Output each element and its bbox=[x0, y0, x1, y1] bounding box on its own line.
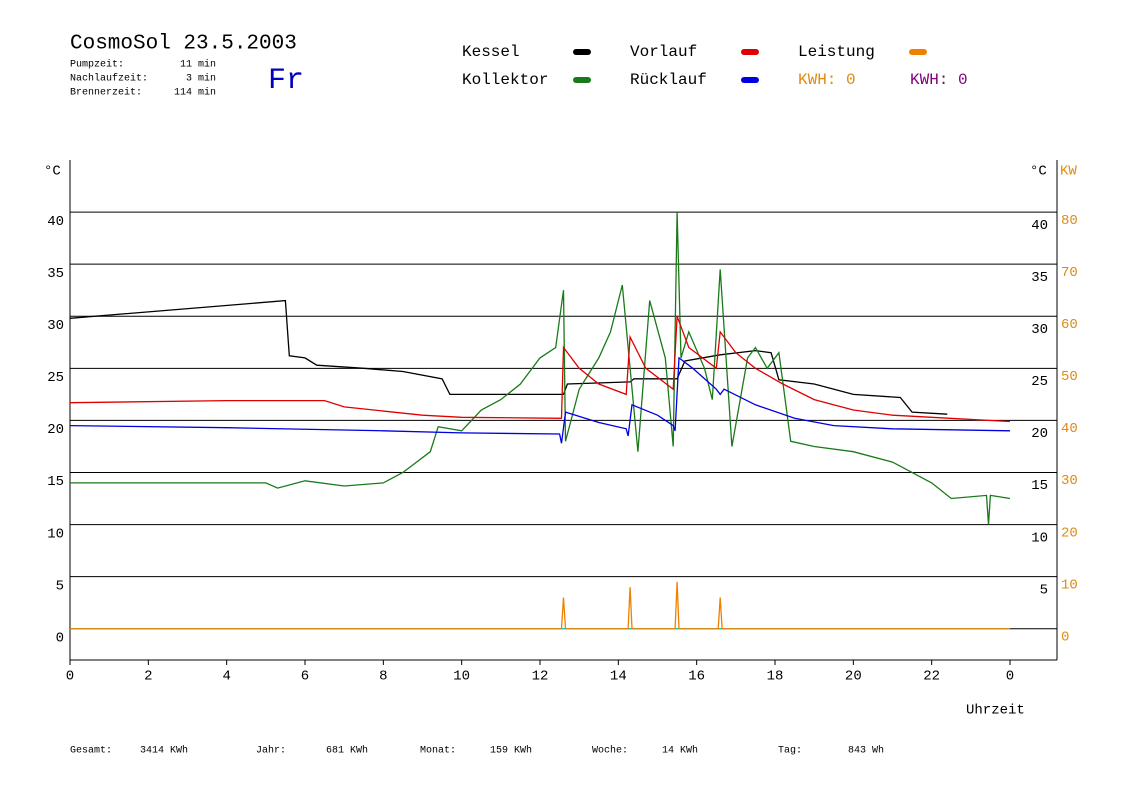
y2-tick-label: 80 bbox=[1061, 213, 1078, 229]
y2-tick-label: 70 bbox=[1061, 265, 1078, 281]
legend-label: Leistung bbox=[798, 43, 875, 61]
y2-tick-label: 0 bbox=[1061, 629, 1069, 645]
y-tick-label-right: 40 bbox=[1031, 218, 1048, 234]
y2-unit: KW bbox=[1060, 164, 1077, 180]
x-tick-label: 10 bbox=[453, 669, 470, 685]
y-tick-label: 5 bbox=[56, 578, 64, 594]
y-tick-label: 30 bbox=[47, 318, 64, 334]
kwh-label: KWH: 0 bbox=[798, 71, 856, 89]
y-tick-label: 20 bbox=[47, 422, 64, 438]
y-tick-label-right: 20 bbox=[1031, 426, 1048, 442]
y-tick-label-right: 25 bbox=[1031, 374, 1048, 390]
y2-tick-label: 50 bbox=[1061, 369, 1078, 385]
y2-tick-label: 10 bbox=[1061, 577, 1078, 593]
info-value: 11 min bbox=[180, 59, 216, 71]
x-tick-label: 22 bbox=[923, 669, 940, 685]
y2-tick-label: 60 bbox=[1061, 317, 1078, 333]
x-tick-label: 8 bbox=[379, 669, 387, 685]
y-tick-label: 25 bbox=[47, 370, 64, 386]
y2-tick-label: 30 bbox=[1061, 473, 1078, 489]
y-tick-label-right: 10 bbox=[1031, 530, 1048, 546]
x-tick-label: 18 bbox=[767, 669, 784, 685]
chart-title: CosmoSol 23.5.2003 bbox=[70, 33, 297, 56]
x-tick-label: 0 bbox=[1006, 669, 1014, 685]
info-label: Brennerzeit: bbox=[70, 87, 142, 99]
legend-label: Rücklauf bbox=[630, 71, 707, 89]
x-tick-label: 6 bbox=[301, 669, 309, 685]
series-line bbox=[70, 581, 1010, 630]
footer-label: Jahr: bbox=[256, 745, 286, 757]
legend-label: Kollektor bbox=[462, 71, 548, 89]
series-line bbox=[70, 212, 1011, 525]
y2-tick-label: 40 bbox=[1061, 421, 1078, 437]
x-tick-label: 4 bbox=[222, 669, 230, 685]
y-tick-label: 15 bbox=[47, 474, 64, 490]
series-line bbox=[69, 299, 948, 415]
x-tick-label: 0 bbox=[66, 669, 74, 685]
series-line bbox=[69, 316, 1011, 423]
y-tick-label: 35 bbox=[47, 266, 64, 282]
x-tick-label: 12 bbox=[532, 669, 549, 685]
footer-label: Tag: bbox=[778, 746, 802, 757]
y-unit: °C bbox=[44, 164, 61, 180]
y2-tick-label: 20 bbox=[1061, 525, 1078, 541]
footer-value: 159 KWh bbox=[490, 745, 532, 757]
x-tick-label: 20 bbox=[845, 669, 862, 685]
y-tick-label-right: 15 bbox=[1031, 478, 1048, 494]
footer-value: 681 KWh bbox=[326, 745, 368, 757]
legend-label: Kessel bbox=[462, 43, 520, 61]
x-axis-label: Uhrzeit bbox=[966, 703, 1025, 719]
day: Fr bbox=[268, 64, 304, 98]
footer-label: Monat: bbox=[420, 746, 456, 757]
y-tick-label-right: 35 bbox=[1031, 270, 1048, 286]
footer-value: 14 KWh bbox=[662, 745, 698, 757]
footer-label: Gesamt: bbox=[70, 746, 112, 757]
series-line bbox=[69, 356, 1011, 444]
legend-label: Vorlauf bbox=[630, 43, 697, 61]
x-tick-label: 2 bbox=[144, 669, 152, 685]
info-value: 3 min bbox=[186, 73, 216, 85]
y-tick-label: 40 bbox=[47, 214, 64, 230]
footer-value: 3414 KWh bbox=[140, 745, 188, 757]
footer-value: 843 Wh bbox=[848, 745, 884, 757]
y-unit-right: °C bbox=[1030, 164, 1047, 180]
x-tick-label: 14 bbox=[610, 669, 627, 685]
info-label: Nachlaufzeit: bbox=[70, 73, 148, 85]
y-tick-label: 0 bbox=[56, 630, 64, 646]
y-tick-label-right: 30 bbox=[1031, 322, 1048, 338]
info-label: Pumpzeit: bbox=[70, 59, 124, 71]
footer-label: Woche: bbox=[592, 745, 628, 757]
x-tick-label: 16 bbox=[688, 669, 705, 685]
info-value: 114 min bbox=[174, 87, 216, 99]
kwh-label: KWH: 0 bbox=[910, 71, 968, 89]
y-tick-label-right: 5 bbox=[1040, 582, 1048, 598]
y-tick-label: 10 bbox=[47, 526, 64, 542]
